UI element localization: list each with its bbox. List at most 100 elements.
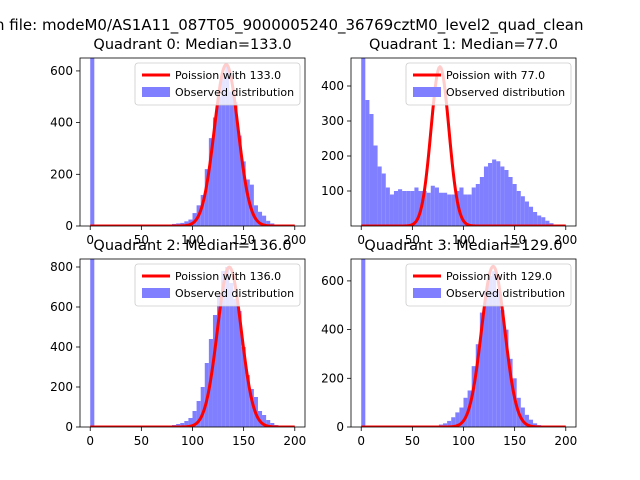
histogram-bar (200, 194, 205, 226)
histogram-bar (463, 397, 468, 427)
y-tick-label: 400 (321, 79, 344, 93)
legend: Poission with 129.0 Observed distribution (405, 263, 572, 307)
y-tick-label: 100 (321, 184, 344, 198)
histogram-bar (245, 179, 250, 226)
legend-hist-label: Observed distribution (446, 287, 565, 300)
x-tick-label: 100 (452, 233, 475, 247)
x-tick-label: 200 (283, 434, 306, 448)
y-tick-label: 0 (65, 219, 73, 233)
histogram-bar (184, 421, 189, 427)
x-tick-label: 50 (134, 434, 149, 448)
histogram-bar (381, 173, 386, 226)
histogram-bar (249, 184, 254, 226)
histogram-bar (398, 189, 403, 226)
histogram-bar (184, 221, 189, 226)
histogram-bar (196, 401, 201, 427)
histogram-bar (451, 417, 456, 427)
histogram-bar (459, 407, 464, 427)
histogram-bar (422, 191, 427, 226)
legend-hist-label: Observed distribution (175, 86, 294, 99)
quadrant-0-plot-area (89, 58, 296, 226)
histogram-bar (479, 312, 484, 427)
histogram-bar (369, 114, 374, 226)
histogram-bar (361, 259, 366, 427)
x-tick-label: 0 (357, 233, 365, 247)
histogram-bar (217, 295, 222, 427)
legend-hist-swatch (413, 288, 441, 298)
histogram-bar (463, 194, 468, 226)
histogram-bar (504, 329, 509, 427)
histogram-bar (443, 423, 448, 427)
y-tick-label: 600 (321, 274, 344, 288)
histogram-bar (221, 271, 226, 427)
y-tick-label: 200 (321, 149, 344, 163)
legend-curve-label: Poission with 129.0 (446, 270, 552, 283)
histogram-bar (262, 215, 267, 226)
legend-box (405, 263, 572, 307)
histogram-bar (217, 96, 222, 226)
histogram-bar (257, 211, 263, 226)
legend: Poission with 136.0 Observed distribution (134, 263, 301, 307)
histogram-bar (212, 315, 218, 427)
histogram-bar (180, 423, 185, 427)
histogram-bar (496, 290, 501, 427)
x-tick-label: 50 (405, 233, 420, 247)
histogram-bar (447, 194, 452, 226)
histogram-bar (414, 187, 419, 226)
y-tick-label: 200 (50, 380, 73, 394)
histogram-bar (241, 161, 246, 226)
x-tick-label: 0 (357, 434, 365, 448)
y-tick-label: 200 (50, 167, 73, 181)
x-tick-label: 100 (452, 434, 475, 448)
histogram-bar (406, 191, 411, 226)
histogram-bar (430, 185, 435, 226)
histogram-bar (537, 215, 542, 226)
histogram-bar (253, 205, 258, 226)
legend-curve-label: Poission with 77.0 (446, 69, 545, 82)
y-tick-label: 600 (50, 64, 73, 78)
histogram-bar (516, 191, 521, 226)
histogram-bar (200, 387, 205, 427)
legend-curve-label: Poission with 133.0 (175, 69, 281, 82)
histogram-bar (192, 411, 197, 427)
y-tick-label: 400 (50, 116, 73, 130)
histogram-bar (545, 220, 550, 226)
histogram-bar (488, 163, 493, 226)
histogram-bar (471, 366, 476, 427)
histogram-bar (483, 290, 489, 427)
x-tick-label: 150 (232, 434, 255, 448)
histogram-bar (389, 194, 394, 226)
histogram-bar (402, 191, 407, 226)
histogram-bar (373, 145, 378, 226)
histogram-bar (225, 267, 230, 427)
y-tick-label: 0 (336, 420, 344, 434)
legend-hist-label: Observed distribution (175, 287, 294, 300)
histogram-bar (221, 73, 226, 226)
histogram-bar (508, 358, 513, 427)
histogram-bar (524, 201, 529, 226)
histogram-bar (410, 191, 415, 226)
histogram-bar (229, 283, 234, 427)
histogram-bar (479, 177, 484, 226)
legend-hist-swatch (413, 87, 441, 97)
legend-hist-label: Observed distribution (446, 86, 565, 99)
histogram-bar (508, 177, 513, 226)
histogram-bar (90, 58, 95, 226)
poisson-curve (360, 65, 567, 226)
histogram-bar (270, 423, 275, 427)
poisson-curve (89, 62, 296, 226)
quadrant-1-panel: 0 50 100 150 200 100 200 300 400 Poission with 77… (321, 37, 577, 247)
histogram-bar (237, 135, 242, 226)
histogram-bar (455, 412, 460, 427)
histogram-bar (528, 206, 534, 226)
histogram-bar (500, 166, 505, 226)
x-tick-label: 150 (232, 233, 255, 247)
x-tick-label: 50 (405, 434, 420, 448)
histogram-bar (496, 161, 501, 226)
x-tick-label: 200 (283, 233, 306, 247)
histogram-bar (262, 415, 267, 427)
y-tick-label: 800 (50, 260, 73, 274)
y-tick-label: 300 (321, 114, 344, 128)
legend-box (134, 263, 301, 307)
